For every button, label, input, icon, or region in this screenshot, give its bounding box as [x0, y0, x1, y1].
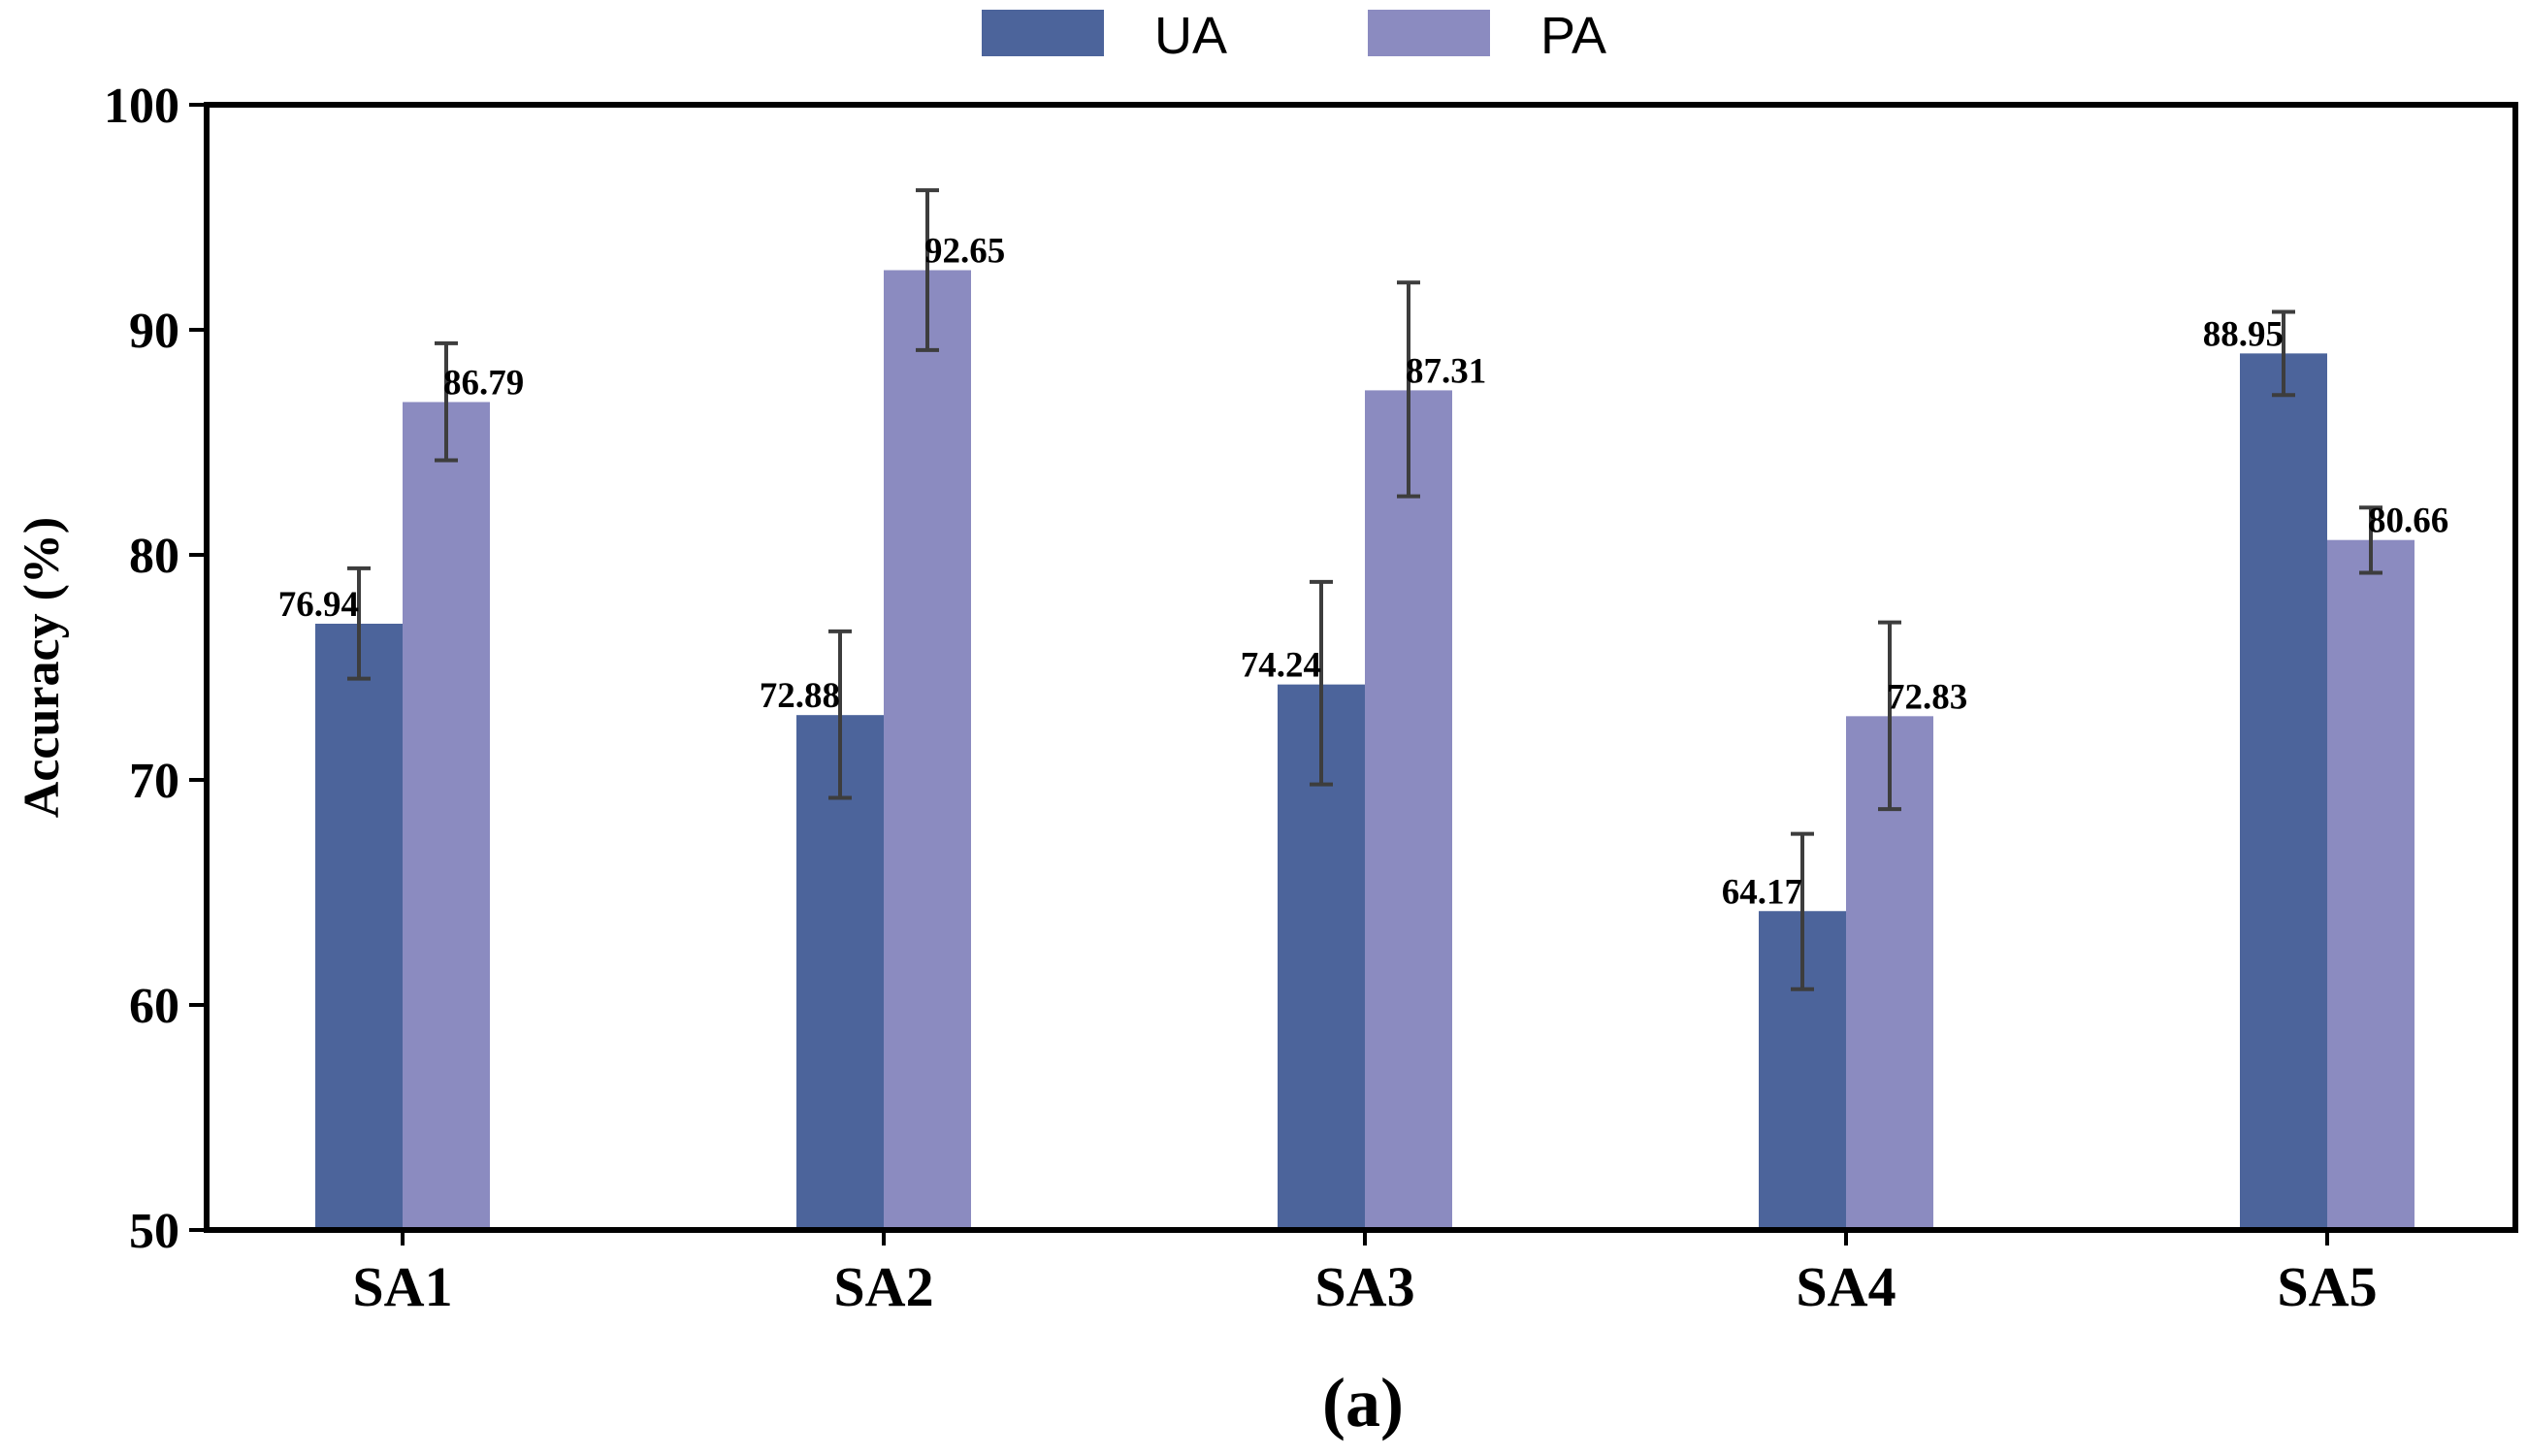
- y-tick-label-70: 70: [129, 754, 179, 809]
- bar-pa-sa1: [403, 402, 490, 1230]
- error-bar-ua-sa2: [828, 629, 852, 800]
- legend-swatch-ua: [982, 10, 1104, 56]
- x-tick-label-sa5: SA5: [2277, 1255, 2377, 1318]
- y-tick-label-100: 100: [104, 79, 179, 134]
- data-label-ua-sa2: 72.88: [760, 676, 840, 716]
- error-bar-ua-sa3: [1310, 579, 1333, 787]
- y-tick-label-80: 80: [129, 529, 179, 584]
- bar-pa-sa5: [2327, 539, 2415, 1230]
- error-bar-pa-sa4: [1878, 620, 1901, 812]
- legend: UA PA: [982, 7, 1606, 65]
- data-label-ua-sa3: 74.24: [1241, 646, 1321, 686]
- plot-frame: [204, 102, 2518, 1233]
- error-bar-ua-sa5: [2272, 309, 2295, 398]
- data-label-pa-sa1: 86.79: [443, 363, 524, 403]
- error-bar-ua-sa4: [1791, 831, 1814, 991]
- bar-ua-sa5: [2240, 353, 2327, 1230]
- error-bar-pa-sa2: [916, 188, 939, 352]
- data-label-ua-sa4: 64.17: [1722, 872, 1802, 912]
- data-label-pa-sa4: 72.83: [1887, 677, 1967, 717]
- error-bar-ua-sa1: [347, 566, 371, 681]
- x-axis-ticks: SA1 SA2 SA3 SA4 SA5: [352, 1230, 2378, 1318]
- bars: [315, 270, 2415, 1231]
- legend-label-pa: PA: [1540, 7, 1606, 65]
- x-tick-label-sa3: SA3: [1314, 1255, 1414, 1318]
- legend-swatch-pa: [1368, 10, 1490, 56]
- y-tick-label-50: 50: [129, 1204, 179, 1259]
- error-bar-pa-sa1: [435, 340, 458, 463]
- legend-label-ua: UA: [1154, 7, 1227, 65]
- y-axis-label: Accuracy (%): [15, 517, 70, 818]
- y-tick-label-90: 90: [129, 304, 179, 359]
- x-tick-label-sa4: SA4: [1796, 1255, 1896, 1318]
- data-label-pa-sa3: 87.31: [1406, 351, 1486, 391]
- data-labels: 76.94 72.88 74.24 64.17 88.95 86.79 92.65 87.31…: [278, 232, 2449, 913]
- data-label-ua-sa5: 88.95: [2203, 314, 2284, 354]
- error-bars: [347, 188, 2382, 991]
- bar-ua-sa1: [315, 623, 403, 1230]
- bar-pa-sa3: [1365, 390, 1452, 1231]
- x-tick-label-sa1: SA1: [352, 1255, 452, 1318]
- x-tick-label-sa2: SA2: [833, 1255, 933, 1318]
- error-bar-pa-sa5: [2359, 505, 2382, 575]
- bar-pa-sa2: [884, 270, 971, 1230]
- bar-ua-sa2: [796, 715, 884, 1230]
- figure-caption: (a): [1322, 1364, 1404, 1441]
- data-label-ua-sa1: 76.94: [278, 585, 359, 625]
- y-axis-ticks: 50 60 70 80 90 100: [104, 79, 207, 1259]
- error-bar-pa-sa3: [1397, 280, 1420, 499]
- y-tick-label-60: 60: [129, 979, 179, 1034]
- data-label-pa-sa5: 80.66: [2368, 502, 2448, 541]
- data-label-pa-sa2: 92.65: [924, 232, 1005, 272]
